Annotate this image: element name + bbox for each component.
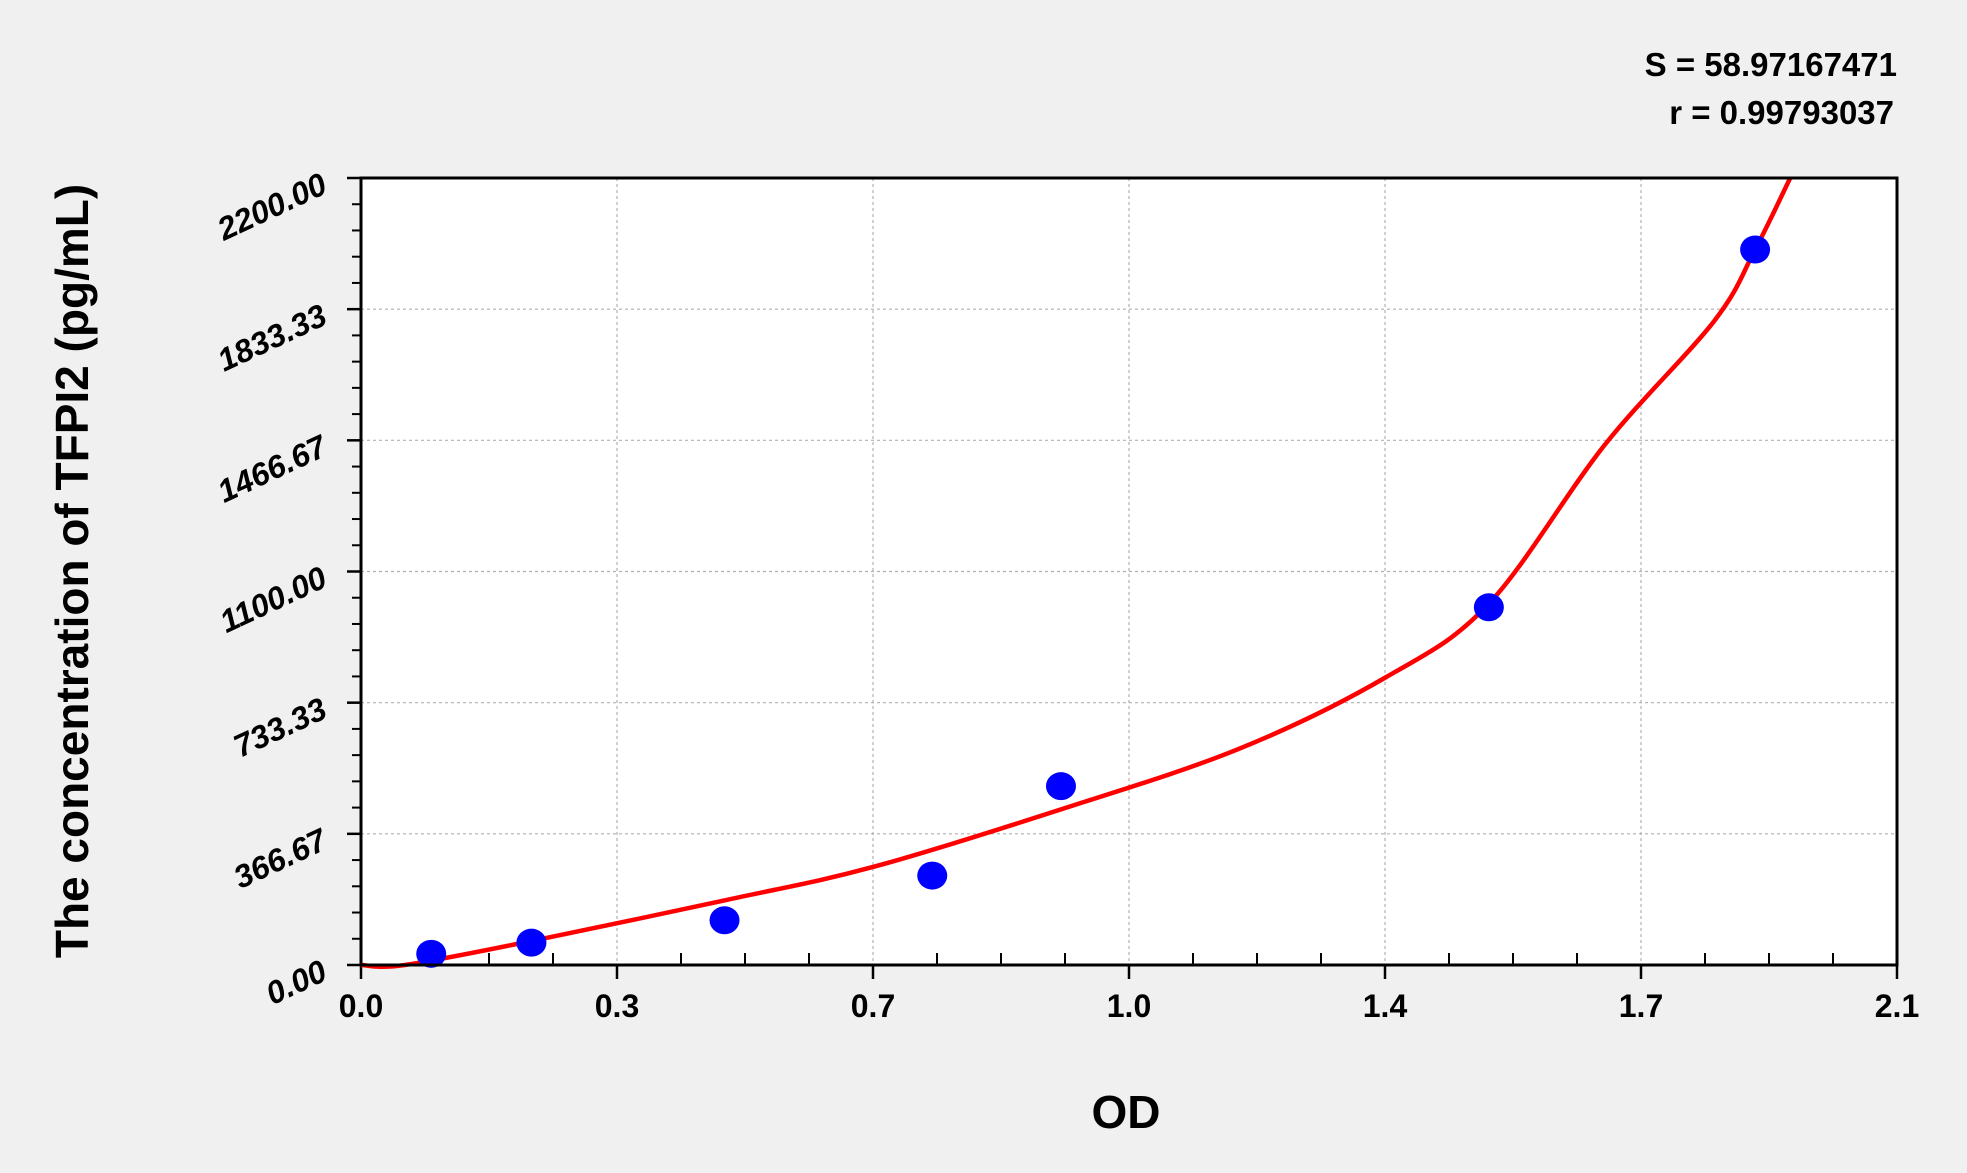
y-axis-label: The concentration of TFPI2 (pg/mL)	[46, 184, 98, 958]
x-tick-label: 1.0	[1107, 988, 1151, 1024]
x-tick-label: 2.1	[1875, 988, 1919, 1024]
y-tick-label: 1100.00	[214, 559, 332, 640]
x-tick-label: 0.0	[339, 988, 383, 1024]
data-point	[516, 928, 547, 957]
grid	[361, 178, 1897, 965]
plot-frame	[359, 176, 1899, 967]
data-point	[1045, 772, 1076, 801]
r-value: r = 0.99793037	[1669, 94, 1894, 131]
data-point	[917, 861, 948, 890]
y-tick-label: 0.00	[260, 953, 332, 1012]
data-point	[709, 906, 740, 935]
x-axis-label: OD	[1092, 1086, 1161, 1138]
x-tick-label: 0.3	[595, 988, 639, 1024]
s-value: S = 58.97167471	[1645, 46, 1897, 83]
y-tick-labels: 0.00 366.67 733.33 1100.00 1466.67 1833.33 220…	[211, 166, 334, 1012]
x-tick-label: 0.7	[851, 988, 895, 1024]
y-tick-label: 733.33	[228, 690, 332, 764]
data-point	[416, 939, 447, 968]
y-tick-label: 2200.00	[211, 166, 332, 248]
data-point	[1473, 593, 1504, 622]
x-tick-label: 1.7	[1619, 988, 1663, 1024]
y-tick-label: 1466.67	[212, 427, 334, 509]
y-tick-label: 366.67	[228, 821, 334, 896]
data-point	[1740, 235, 1771, 264]
fit-curve-group	[360, 177, 1793, 970]
x-tick-label: 1.4	[1363, 988, 1408, 1024]
points-group	[416, 235, 1771, 968]
fit-curve	[360, 177, 1793, 970]
y-tick-label: 1833.33	[212, 297, 332, 379]
x-tick-labels: 0.0 0.3 0.7 1.0 1.4 1.7 2.1	[339, 988, 1919, 1024]
